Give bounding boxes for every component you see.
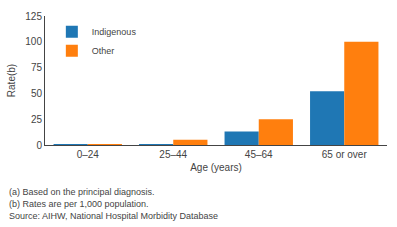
svg-text:0: 0 [36, 140, 42, 151]
svg-text:Source: AIHW, National Hospita: Source: AIHW, National Hospital Morbidit… [9, 211, 218, 221]
svg-text:125: 125 [25, 11, 42, 22]
svg-text:65 or over: 65 or over [322, 149, 368, 160]
svg-text:50: 50 [31, 88, 43, 99]
svg-text:75: 75 [31, 62, 43, 73]
svg-text:Indigenous: Indigenous [92, 27, 137, 37]
svg-text:25–44: 25–44 [159, 149, 187, 160]
svg-text:0–24: 0–24 [77, 149, 100, 160]
svg-text:Rate(b): Rate(b) [6, 64, 17, 97]
svg-text:45–64: 45–64 [245, 149, 273, 160]
svg-text:(a) Based on the principal dia: (a) Based on the principal diagnosis. [9, 187, 155, 197]
svg-text:Age (years): Age (years) [190, 162, 242, 173]
svg-text:Other: Other [92, 46, 115, 56]
svg-text:100: 100 [25, 36, 42, 47]
svg-text:(b) Rates are per 1,000 popula: (b) Rates are per 1,000 population. [9, 199, 149, 209]
svg-text:25: 25 [31, 114, 43, 125]
